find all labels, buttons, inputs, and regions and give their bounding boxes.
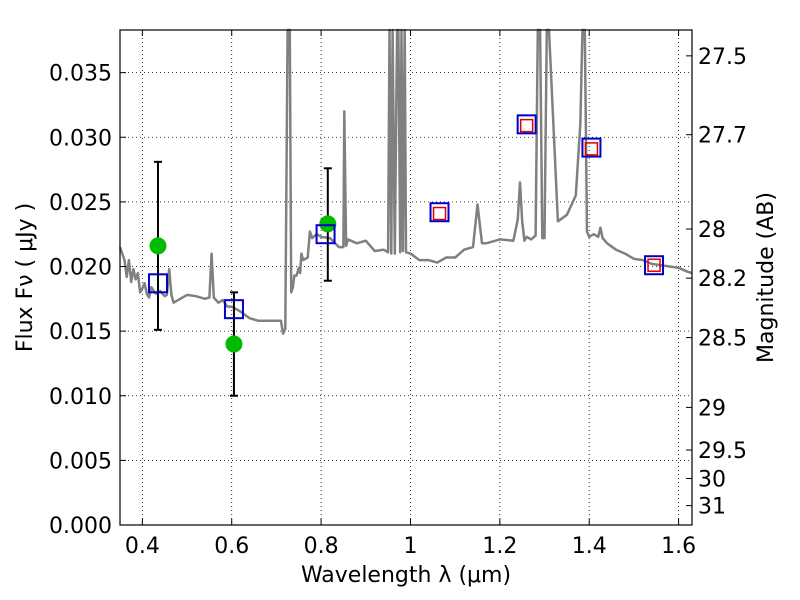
y-tick-label: 0.030 <box>49 126 112 151</box>
spectrum-line <box>118 28 693 335</box>
observed-square-point <box>647 258 661 272</box>
right-tick-label: 27.5 <box>698 45 747 70</box>
y-tick-label: 0.010 <box>49 385 112 410</box>
x-tick-label: 1.6 <box>661 534 696 559</box>
y-tick-label: 0.005 <box>49 449 112 474</box>
x-tick-label: 0.8 <box>304 534 339 559</box>
photometry-point <box>319 215 337 233</box>
model-square-point <box>516 114 537 135</box>
model-square-point <box>644 255 665 276</box>
right-tick-label: 30 <box>698 467 726 492</box>
right-tick-label: 31 <box>698 495 726 520</box>
right-tick-label: 28.2 <box>698 267 747 292</box>
spectrum-layer <box>118 28 693 335</box>
y-tick-label: 0.020 <box>49 256 112 281</box>
observed-square-point <box>519 118 534 133</box>
errorbar-layer <box>153 160 332 397</box>
right-tick-label: 29 <box>698 396 726 421</box>
y-tick-label: 0.035 <box>49 62 112 87</box>
x-tick-label: 1.2 <box>482 534 517 559</box>
y-tick-label: 0.025 <box>49 191 112 216</box>
model-square-point <box>581 137 602 158</box>
x-tick-label: 1 <box>403 534 417 559</box>
observed-square-point <box>584 142 599 156</box>
x-tick-label: 0.4 <box>125 534 160 559</box>
y-axis-label: Flux Fν ( μJy ) <box>13 203 38 352</box>
right-axis-label: Magnitude (AB) <box>754 192 779 363</box>
right-tick-label: 28 <box>698 218 726 243</box>
model-square-point <box>223 299 244 320</box>
observed-square-point <box>432 206 447 221</box>
model-square-point <box>429 202 450 223</box>
photometry-point <box>225 335 243 353</box>
marker-layer <box>147 114 665 353</box>
tick-layer: 0.4 0.6 0.8 1 1.2 1.4 1.6 0.000 0.005 0.010 0.015 0… <box>49 30 747 559</box>
right-tick-label: 27.7 <box>698 124 747 149</box>
x-tick-label: 1.4 <box>572 534 607 559</box>
plot-frame <box>119 29 693 526</box>
right-tick-label: 29.5 <box>698 439 747 464</box>
x-tick-label: 0.6 <box>214 534 249 559</box>
model-square-point <box>315 224 336 245</box>
x-axis-label: Wavelength λ (μm) <box>301 563 511 588</box>
y-tick-label: 0.000 <box>49 514 112 539</box>
y-tick-label: 0.015 <box>49 320 112 345</box>
right-tick-label: 28.5 <box>698 327 747 352</box>
model-square-point <box>147 273 168 294</box>
photometry-point <box>149 237 167 255</box>
